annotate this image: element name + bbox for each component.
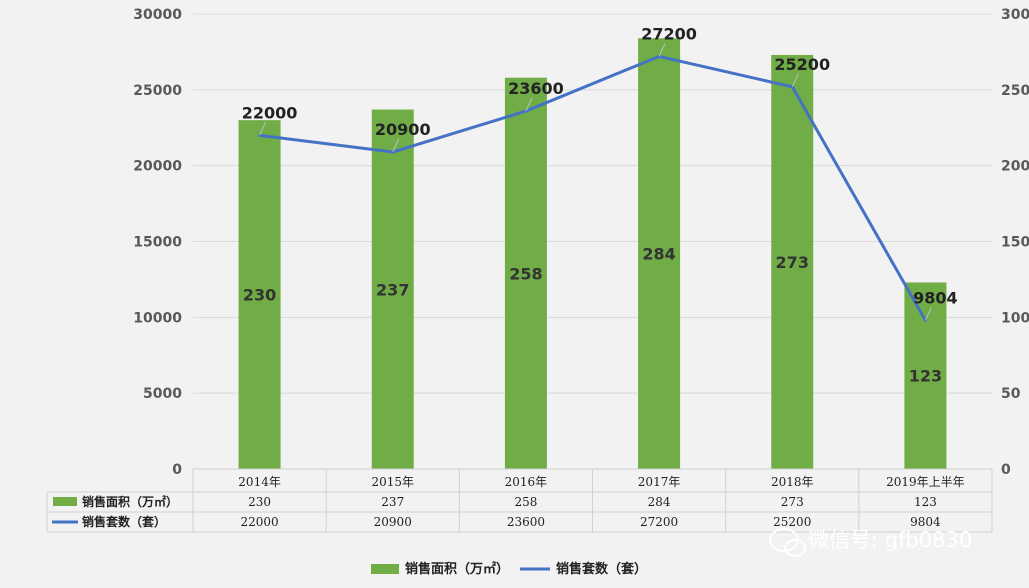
table-cell: 230 <box>248 495 271 509</box>
leader-line <box>392 138 400 153</box>
right-tick-label: 50 <box>1001 386 1021 402</box>
left-tick-label: 15000 <box>133 235 182 251</box>
left-tick-label: 10000 <box>133 310 182 326</box>
category-label: 2016年 <box>505 475 548 489</box>
legend-label: 销售套数（套） <box>556 561 647 577</box>
bar-data-label: 230 <box>243 286 276 305</box>
left-tick-label: 30000 <box>133 7 182 23</box>
right-tick-label: 250 <box>1001 83 1029 99</box>
table-cell: 284 <box>648 495 671 509</box>
right-y-axis: 0 50 100 150 200 250 300 <box>1001 7 1029 478</box>
right-tick-label: 300 <box>1001 7 1029 23</box>
category-label: 2018年 <box>771 475 814 489</box>
left-tick-label: 25000 <box>133 83 182 99</box>
bar <box>638 38 681 470</box>
table-cell: 9804 <box>910 515 941 529</box>
bar-data-label: 258 <box>509 264 542 283</box>
bar-data-label: 237 <box>376 280 409 299</box>
right-tick-label: 100 <box>1001 310 1029 326</box>
table-cell: 25200 <box>773 515 811 529</box>
category-label: 2019年上半年 <box>886 475 965 489</box>
line-data-label: 27200 <box>641 24 697 43</box>
category-label: 2015年 <box>371 475 414 489</box>
gridlines <box>193 13 992 470</box>
series-line <box>259 54 927 322</box>
watermark: 微信号: gfb0830 <box>769 528 972 557</box>
left-tick-label: 0 <box>172 462 182 478</box>
table-cell: 22000 <box>240 515 278 529</box>
leader-line <box>525 97 533 112</box>
table-row-label: 销售面积（万㎡） <box>82 494 178 509</box>
bar <box>371 109 414 470</box>
table-cell: 273 <box>781 495 804 509</box>
bar <box>771 54 814 469</box>
table-cell: 23600 <box>507 515 545 529</box>
bar-data-label: 123 <box>909 367 942 386</box>
wechat-icon <box>769 528 806 557</box>
left-tick-label: 20000 <box>133 159 182 175</box>
table-cell: 27200 <box>640 515 678 529</box>
leader-line <box>791 73 799 88</box>
leader-line <box>924 307 932 321</box>
legend: 销售面积（万㎡） 销售套数（套） <box>371 561 647 577</box>
category-label: 2017年 <box>638 475 681 489</box>
wechat-bubble <box>784 539 806 557</box>
legend-bar-swatch <box>371 564 399 574</box>
bar <box>238 120 281 470</box>
line-data-label: 25200 <box>774 55 830 74</box>
table-cell: 258 <box>514 495 537 509</box>
leader-line <box>658 43 666 57</box>
bar-data-label: 273 <box>776 253 809 272</box>
leader-line <box>259 122 267 136</box>
table-cell: 123 <box>914 495 937 509</box>
table-cell: 20900 <box>374 515 412 529</box>
line-data-label: 23600 <box>508 79 564 98</box>
left-y-axis: 0 5000 10000 15000 20000 25000 30000 <box>133 7 182 478</box>
table-row-label: 销售套数（套） <box>82 514 166 529</box>
line-series: 22000 20900 23600 27200 25200 9804 <box>242 24 958 322</box>
watermark-text: 微信号: gfb0830 <box>808 528 972 552</box>
legend-label: 销售面积（万㎡） <box>405 561 509 577</box>
table-cell: 237 <box>381 495 404 509</box>
line-data-label: 20900 <box>375 120 431 139</box>
right-tick-label: 200 <box>1001 159 1029 175</box>
table-bar-key <box>53 497 77 506</box>
bar <box>504 77 547 469</box>
line-data-label: 22000 <box>242 103 298 122</box>
left-tick-label: 5000 <box>143 386 182 402</box>
category-label: 2014年 <box>238 475 281 489</box>
bar <box>904 282 947 469</box>
line-data-label: 9804 <box>913 288 958 307</box>
right-tick-label: 150 <box>1001 235 1029 251</box>
right-tick-label: 0 <box>1001 462 1011 478</box>
data-table: 2014年 2015年 2016年 2017年 2018年 2019年上半年销售面积（万㎡… <box>46 468 993 533</box>
bar-data-label: 284 <box>642 245 675 264</box>
bar-series: 230 237 258 284 273 123 <box>238 38 947 470</box>
